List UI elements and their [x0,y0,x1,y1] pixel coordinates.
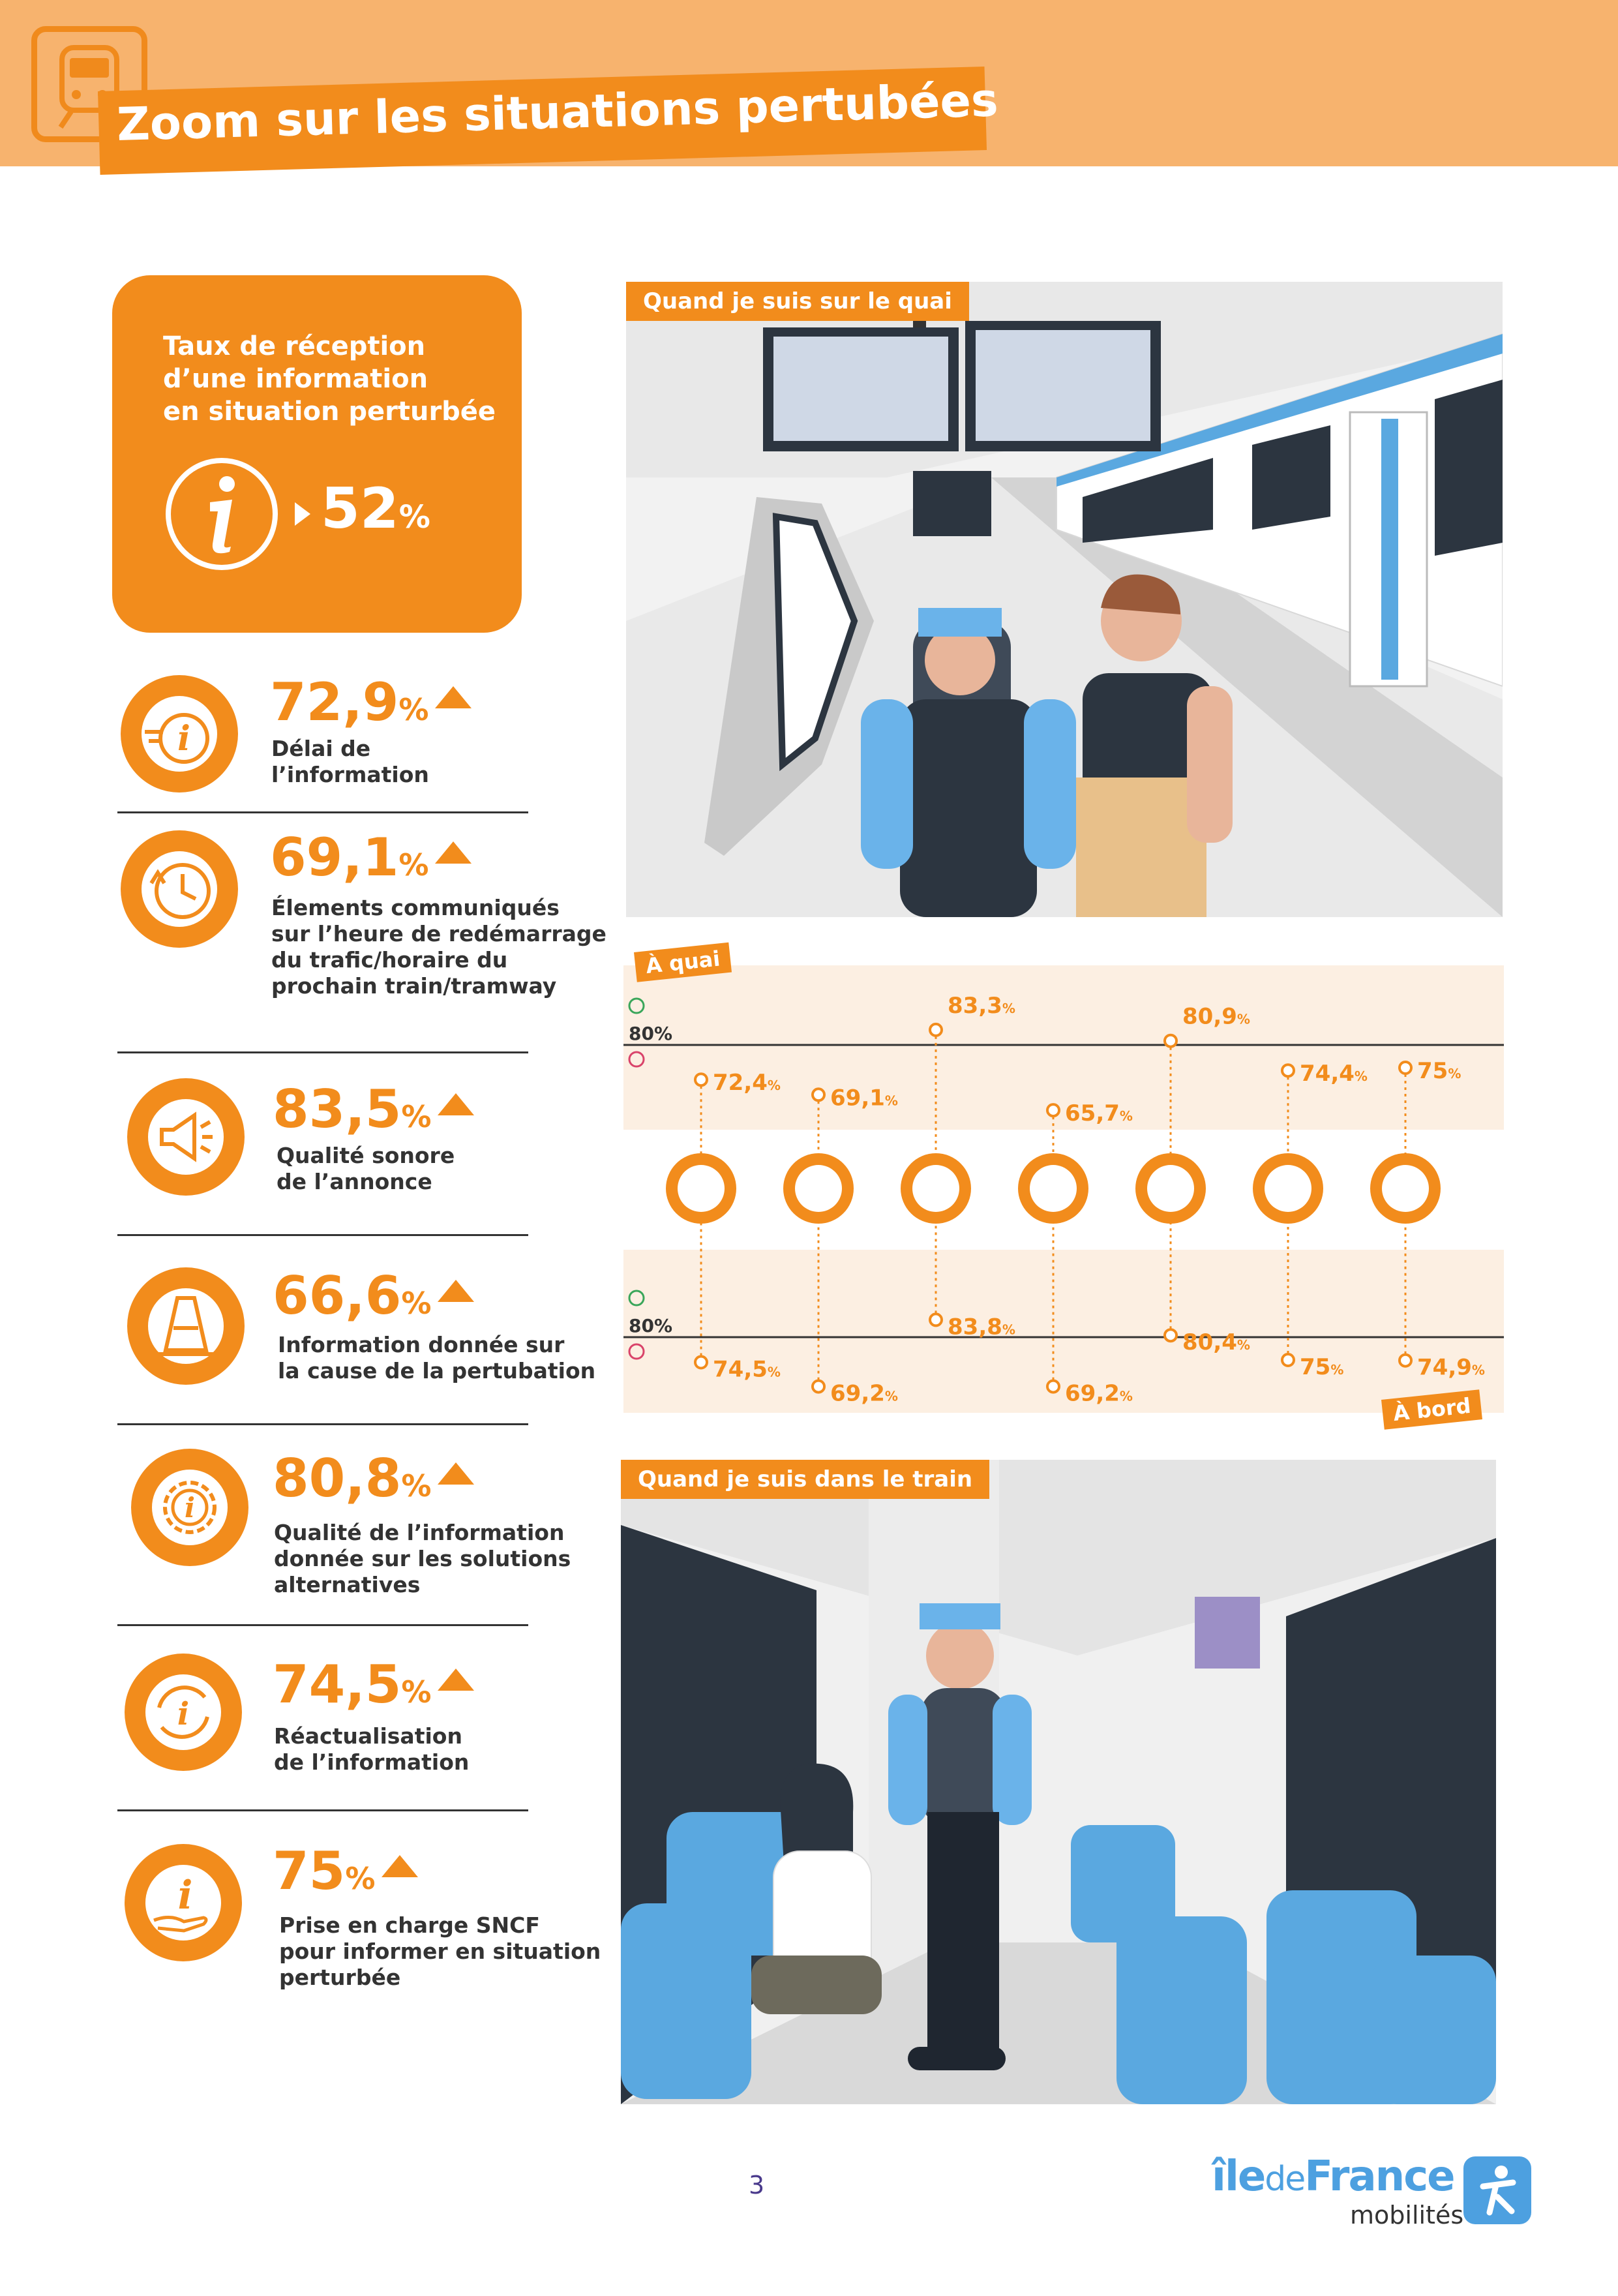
train-tag: Quand je suis dans le train [621,1460,990,1499]
svg-text:i: i [177,1696,189,1732]
train-illustration [621,1460,1496,2104]
gear-info-icon: i [128,1445,252,1569]
data-point [1046,1103,1060,1118]
info-icon [164,457,279,571]
arrow-right-icon [295,502,310,526]
data-point [1046,1379,1060,1394]
metric-label: Information donnée sur la cause de la per… [278,1332,596,1383]
comparison-chart: 80% 72,4% 69,1% 83,3% 65,7% 80,9% 74,4% 75% 80% 7… [620,959,1506,1435]
brand-sub: mobilités [1350,2201,1464,2229]
data-label: 75% [1300,1354,1343,1380]
divider [117,1624,528,1626]
metric-value: 75% [273,1841,419,1901]
trend-up-icon [382,1855,419,1877]
data-point [1163,1033,1178,1048]
summary-value: 52% [321,476,430,541]
trend-up-icon [438,1280,475,1302]
data-point [1281,1063,1295,1078]
traffic-cone-icon [124,1264,248,1388]
metric-label: Réactualisation de l’information [274,1723,470,1775]
data-point [694,1355,708,1370]
metric-label: Délai de l’information [271,736,429,787]
megaphone-icon-inner [912,1165,959,1212]
svg-text:i: i [185,1492,195,1524]
metric-value: 66,6% [273,1265,475,1326]
metric-value: 83,5% [273,1079,475,1140]
trend-up-icon [438,1462,475,1485]
data-point [929,1022,943,1037]
info-timer-icon: i [117,672,241,796]
divider [117,1809,528,1811]
brand-badge-icon [1463,2156,1531,2224]
brand-de: de [1265,2160,1306,2199]
threshold-label: 80% [629,1315,672,1337]
svg-text:i: i [178,1873,193,1918]
gear-info-icon-inner [1147,1165,1194,1212]
refresh-info-icon: i [121,1650,245,1774]
data-label: 80,9% [1182,1004,1250,1030]
metric-value: 72,9% [270,672,472,733]
info-timer-icon-inner [678,1165,725,1212]
data-point [811,1087,826,1102]
metric-value: 74,5% [273,1654,475,1715]
metric-label: Qualité sonore de l’annonce [277,1143,455,1194]
summary-card-title: Taux de réception d’une information en s… [163,330,502,428]
svg-text:i: i [177,719,190,759]
data-point [694,1072,708,1087]
smile-icon [628,997,645,1014]
trend-up-icon [438,1669,475,1691]
hand-info-icon: i [121,1841,245,1965]
clock-icon-inner [795,1165,842,1212]
divider [117,811,528,813]
trend-up-icon [435,841,472,864]
data-label: 69,2% [830,1381,898,1407]
metric-label: Élements communiqués sur l’heure de redém… [271,895,607,999]
divider [117,1234,528,1236]
summary-title-line: Taux de réception [163,331,426,361]
data-label: 75% [1417,1058,1461,1084]
megaphone-icon [124,1075,248,1199]
panel-bg-train [623,1250,1504,1413]
summary-card [112,275,522,633]
metric-value: 80,8% [273,1448,475,1509]
divider [117,1423,528,1425]
brand-ile: île [1212,2152,1266,2201]
hand-info-icon-inner [1382,1165,1429,1212]
frown-icon [628,1343,645,1360]
page-number: 3 [749,2171,765,2199]
platform-tag: Quand je suis sur le quai [626,282,969,321]
data-point [1281,1353,1295,1367]
data-point [1163,1328,1178,1343]
data-point [1398,1061,1413,1075]
brand-france: France [1304,2152,1455,2201]
metric-label: Qualité de l’information donnée sur les s… [274,1520,571,1597]
data-point [929,1312,943,1327]
brand-logo: îledeFrance [1212,2152,1456,2201]
traffic-cone-icon-inner [1030,1165,1077,1212]
frown-icon [628,1051,645,1068]
divider [117,1051,528,1053]
metric-value: 69,1% [270,827,472,888]
chart-svg: 80%72,4% 69,1%83,3%65,7%80,9%74,4% 75%80%7… [623,965,1504,1413]
refresh-info-icon-inner [1265,1165,1311,1212]
threshold-label: 80% [629,1023,672,1044]
trend-up-icon [438,1093,475,1115]
summary-title-line: en situation perturbée [163,397,496,427]
data-point [1398,1353,1413,1368]
platform-illustration [626,282,1503,917]
data-point [811,1379,826,1394]
summary-title-line: d’une information [163,364,428,394]
panel-bg-platform [623,965,1504,1130]
clock-icon [117,827,241,951]
metric-label: Prise en charge SNCF pour informer en sit… [279,1912,601,1990]
smile-icon [628,1290,645,1307]
trend-up-icon [435,686,472,708]
